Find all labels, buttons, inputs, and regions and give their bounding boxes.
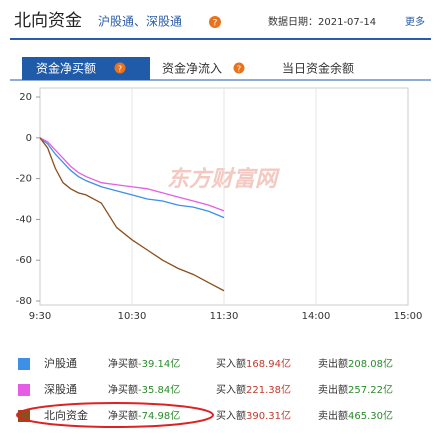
help-text: ? [118,65,122,74]
legend-name: 沪股通 [44,356,77,370]
legend-label: 卖出额 [318,409,348,422]
tab-label[interactable]: 资金净买额 [36,61,96,76]
legend-value: 买入额168.94亿 [216,357,291,370]
legend-value: 净买额-35.84亿 [108,383,180,396]
legend-label: 卖出额 [318,383,348,396]
y-tick-label: 20 [19,92,32,103]
legend-label: 净买额 [108,357,138,370]
y-tick-label: -80 [16,296,32,307]
series-line [39,137,225,292]
legend-number: -39.14亿 [138,357,180,370]
legend-value: 买入额221.38亿 [216,383,291,396]
legend-swatch [18,384,30,396]
legend-label: 买入额 [216,357,246,370]
legend-value: 卖出额257.22亿 [318,383,393,396]
legend-label: 净买额 [108,409,138,422]
series-line [39,137,225,212]
legend-name: 深股通 [44,383,77,396]
legend-value: 净买额-74.98亿 [108,409,180,422]
legend-value: 净买额-39.14亿 [108,357,180,370]
tab-label[interactable]: 当日资金余额 [282,61,354,76]
legend-number: -35.84亿 [138,383,180,396]
y-tick-label: -60 [16,255,32,266]
legend-number: 168.94亿 [246,357,291,370]
date: 数据日期：2021-07-14 [268,15,376,28]
y-tick-label: -40 [16,214,32,225]
x-tick-label: 9:30 [29,311,51,322]
watermark: 东方财富网 [167,166,280,192]
active-tab[interactable] [22,57,150,80]
x-tick-label: 10:30 [118,311,147,322]
highlight-ellipse [16,402,214,428]
legend-label: 卖出额 [318,357,348,370]
help-icon[interactable] [209,16,221,28]
more-link[interactable]: 更多 [405,15,425,28]
legend-swatch [18,358,30,370]
series-line [39,137,225,219]
legend-label: 买入额 [216,409,246,422]
x-tick-label: 11:30 [210,311,239,322]
legend-value: 卖出额208.08亿 [318,357,393,370]
title: 北向资金 [14,11,82,31]
legend-label: 买入额 [216,383,246,396]
legend-name: 北向资金 [44,408,88,422]
legend-number: 221.38亿 [246,383,291,396]
subtitle[interactable]: 沪股通、深股通 [98,15,182,29]
help-icon [114,62,126,74]
legend-number: 208.08亿 [348,357,393,370]
legend-number: -74.98亿 [138,409,180,422]
help-text: ? [213,19,218,29]
legend-value: 卖出额465.30亿 [318,409,393,422]
legend-number: 390.31亿 [246,409,291,422]
legend-number: 465.30亿 [348,409,393,422]
legend-label: 净买额 [108,383,138,396]
help-text: ? [237,65,241,74]
tab-label[interactable]: 资金净流入 [162,61,222,76]
x-tick-label: 15:00 [394,311,423,322]
y-tick-label: -20 [16,174,32,185]
legend-value: 买入额390.31亿 [216,409,291,422]
legend-number: 257.22亿 [348,383,393,396]
y-tick-label: 0 [26,133,32,144]
help-icon [233,62,245,74]
x-tick-label: 14:00 [302,311,331,322]
